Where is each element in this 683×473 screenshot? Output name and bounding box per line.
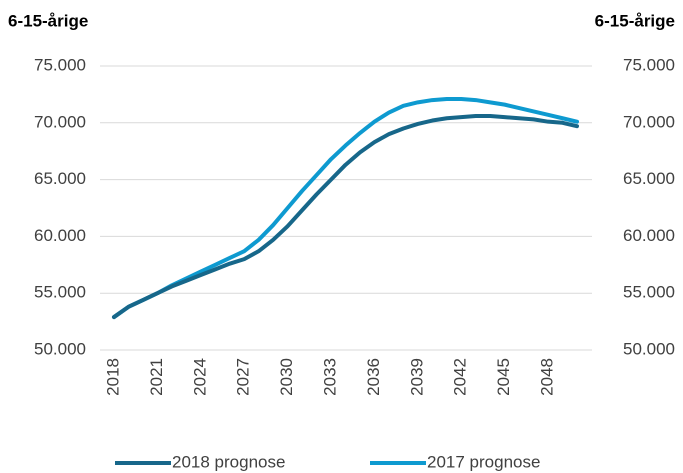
y-tick-label: 50.000: [34, 339, 86, 358]
y2-tick-label: 55.000: [623, 283, 675, 302]
x-tick-label: 2039: [407, 358, 426, 396]
y-tick-label: 60.000: [34, 226, 86, 245]
x-tick-label: 2030: [277, 358, 296, 396]
legend-label: 2017 prognose: [427, 452, 540, 471]
y2-tick-label: 75.000: [623, 55, 675, 74]
x-tick-label: 2027: [234, 358, 253, 396]
x-tick-label: 2048: [538, 358, 557, 396]
x-tick-label: 2036: [364, 358, 383, 396]
x-tick-label: 2018: [103, 358, 122, 396]
series-line: [112, 96, 579, 320]
y2-tick-label: 50.000: [623, 339, 675, 358]
x-tick-label: 2024: [190, 358, 209, 396]
y2-tick-label: 70.000: [623, 112, 675, 131]
y-tick-label: 75.000: [34, 55, 86, 74]
y2-tick-label: 60.000: [623, 226, 675, 245]
y2-tick-label: 65.000: [623, 169, 675, 188]
y2-axis-title: 6-15-årige: [595, 11, 675, 30]
y-axis-title: 6-15-årige: [8, 11, 88, 30]
x-tick-label: 2042: [451, 358, 470, 396]
y-tick-label: 65.000: [34, 169, 86, 188]
series-line: [112, 113, 579, 320]
x-tick-label: 2033: [321, 358, 340, 396]
x-tick-label: 2021: [147, 358, 166, 396]
legend-label: 2018 prognose: [172, 452, 285, 471]
x-tick-label: 2045: [494, 358, 513, 396]
y-tick-label: 55.000: [34, 283, 86, 302]
y-tick-label: 70.000: [34, 112, 86, 131]
